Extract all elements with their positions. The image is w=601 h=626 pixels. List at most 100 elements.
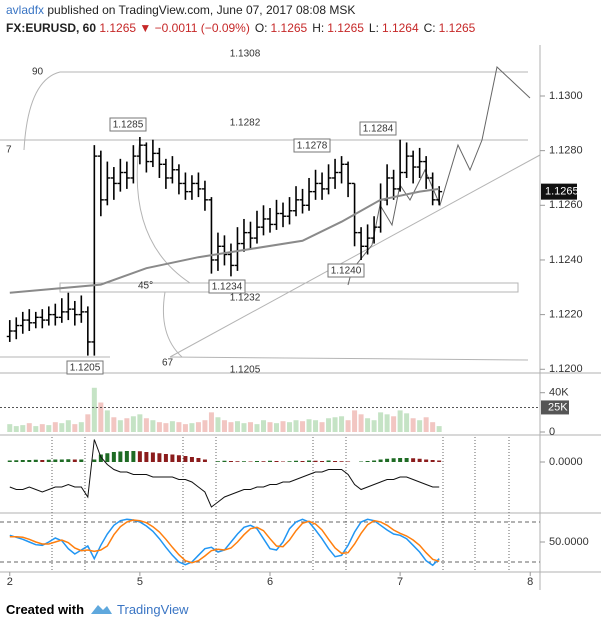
volume-bar: [274, 423, 280, 432]
annotation: 67: [162, 358, 174, 369]
created-with: Created with: [6, 602, 85, 617]
volume-bar: [163, 423, 169, 432]
annotation: 45°: [138, 281, 153, 292]
macd-histogram: [437, 460, 442, 462]
volume-bar: [260, 420, 266, 432]
volume-bar: [52, 422, 58, 432]
frame: [0, 45, 601, 590]
volume-bar: [293, 420, 299, 432]
macd-histogram: [320, 461, 325, 462]
volume-bar: [254, 424, 260, 432]
macd-histogram: [333, 461, 338, 462]
macd-histogram: [202, 459, 207, 462]
volume-bar: [137, 414, 143, 432]
macd-histogram: [430, 460, 435, 462]
volume-bar: [365, 418, 371, 432]
volume-bar: [72, 424, 78, 432]
macd-histogram: [118, 451, 123, 462]
macd-histogram: [124, 451, 129, 462]
macd-histogram: [378, 459, 383, 462]
volume-bar: [104, 410, 110, 432]
volume-bar: [247, 422, 253, 432]
y-tick-label: 1.1200: [549, 363, 583, 375]
annotation: 1.1282: [230, 118, 261, 129]
quote-value: 1.1264: [381, 21, 419, 35]
macd-histogram: [176, 455, 181, 462]
annotation: 1.1285: [113, 120, 144, 131]
volume-bar: [124, 418, 130, 432]
author[interactable]: avladfx: [6, 3, 45, 17]
volume-bar: [59, 423, 65, 432]
macd-histogram: [228, 461, 233, 462]
annotation-box: [327, 263, 365, 278]
macd-histogram: [248, 461, 253, 462]
macd-histogram: [281, 461, 286, 462]
macd-histogram: [111, 452, 116, 462]
volume-bar: [391, 416, 397, 432]
y-tick-label: 50.0000: [549, 536, 589, 548]
x-tick-label: 7: [397, 576, 403, 588]
footer: Created with TradingView: [6, 598, 189, 617]
macd-histogram: [326, 460, 331, 462]
logo: [90, 605, 112, 614]
volume-bar: [20, 425, 26, 432]
volume-bar: [182, 424, 188, 432]
volume-bar: [378, 412, 384, 432]
macd-histogram: [294, 460, 299, 462]
volume-bar: [33, 426, 39, 432]
macd-histogram: [300, 461, 305, 462]
volume-bar: [267, 422, 273, 432]
macd-histogram: [346, 461, 351, 462]
macd-histogram: [7, 460, 12, 462]
brand[interactable]: TradingView: [117, 602, 189, 617]
volume-ma-label: 25K: [548, 401, 568, 413]
macd-histogram: [313, 460, 318, 462]
volume-bar: [228, 422, 234, 432]
volume-bar: [397, 410, 403, 432]
last: 1.1265: [99, 21, 137, 35]
y-tick-label: 1.1280: [549, 145, 583, 157]
volume-bar: [352, 410, 358, 432]
macd-histogram: [254, 461, 259, 462]
volume-bar: [26, 423, 32, 432]
quote-value: 1.1265: [270, 21, 308, 35]
macd-histogram: [274, 461, 279, 462]
macd-histogram: [14, 460, 19, 462]
quote-label: L:: [368, 21, 379, 35]
y-tick-label: 0: [549, 426, 555, 438]
volume-bar: [91, 387, 97, 432]
volume-bar: [7, 424, 13, 432]
volume-bar: [300, 421, 306, 432]
macd-histogram: [98, 454, 103, 462]
quote-label: H:: [312, 21, 325, 35]
volume-bar: [221, 420, 227, 432]
macd-histogram: [365, 461, 370, 462]
annotation: 1.1284: [363, 124, 394, 135]
annotation: 1.1278: [297, 141, 328, 152]
header-line-1: avladfx published on TradingView.com, Ju…: [6, 3, 355, 17]
y-tick-label: 1.1240: [549, 254, 583, 266]
volume-bar: [202, 420, 208, 432]
volume-bar: [430, 422, 436, 432]
volume-ma-tag: [541, 400, 569, 415]
macd-histogram: [222, 460, 227, 462]
volume-bar: [319, 422, 325, 432]
macd-histogram: [424, 459, 429, 462]
symbol: FX:EURUSD, 60: [6, 21, 97, 35]
macd-histogram: [411, 458, 416, 462]
volume-bar: [176, 422, 182, 432]
macd-histogram: [66, 459, 71, 462]
volume-bar: [65, 420, 71, 432]
annotation: 1.1308: [230, 49, 261, 60]
macd-histogram: [359, 461, 364, 462]
x-tick-label: 8: [527, 576, 533, 588]
volume-bar: [143, 418, 149, 432]
x-tick-label: 6: [267, 576, 273, 588]
macd-histogram: [40, 460, 45, 462]
macd-histogram: [150, 452, 155, 462]
annotation: 7: [6, 145, 12, 156]
macd-histogram: [92, 459, 97, 462]
macd-histogram: [137, 451, 142, 462]
macd-histogram: [131, 451, 136, 462]
